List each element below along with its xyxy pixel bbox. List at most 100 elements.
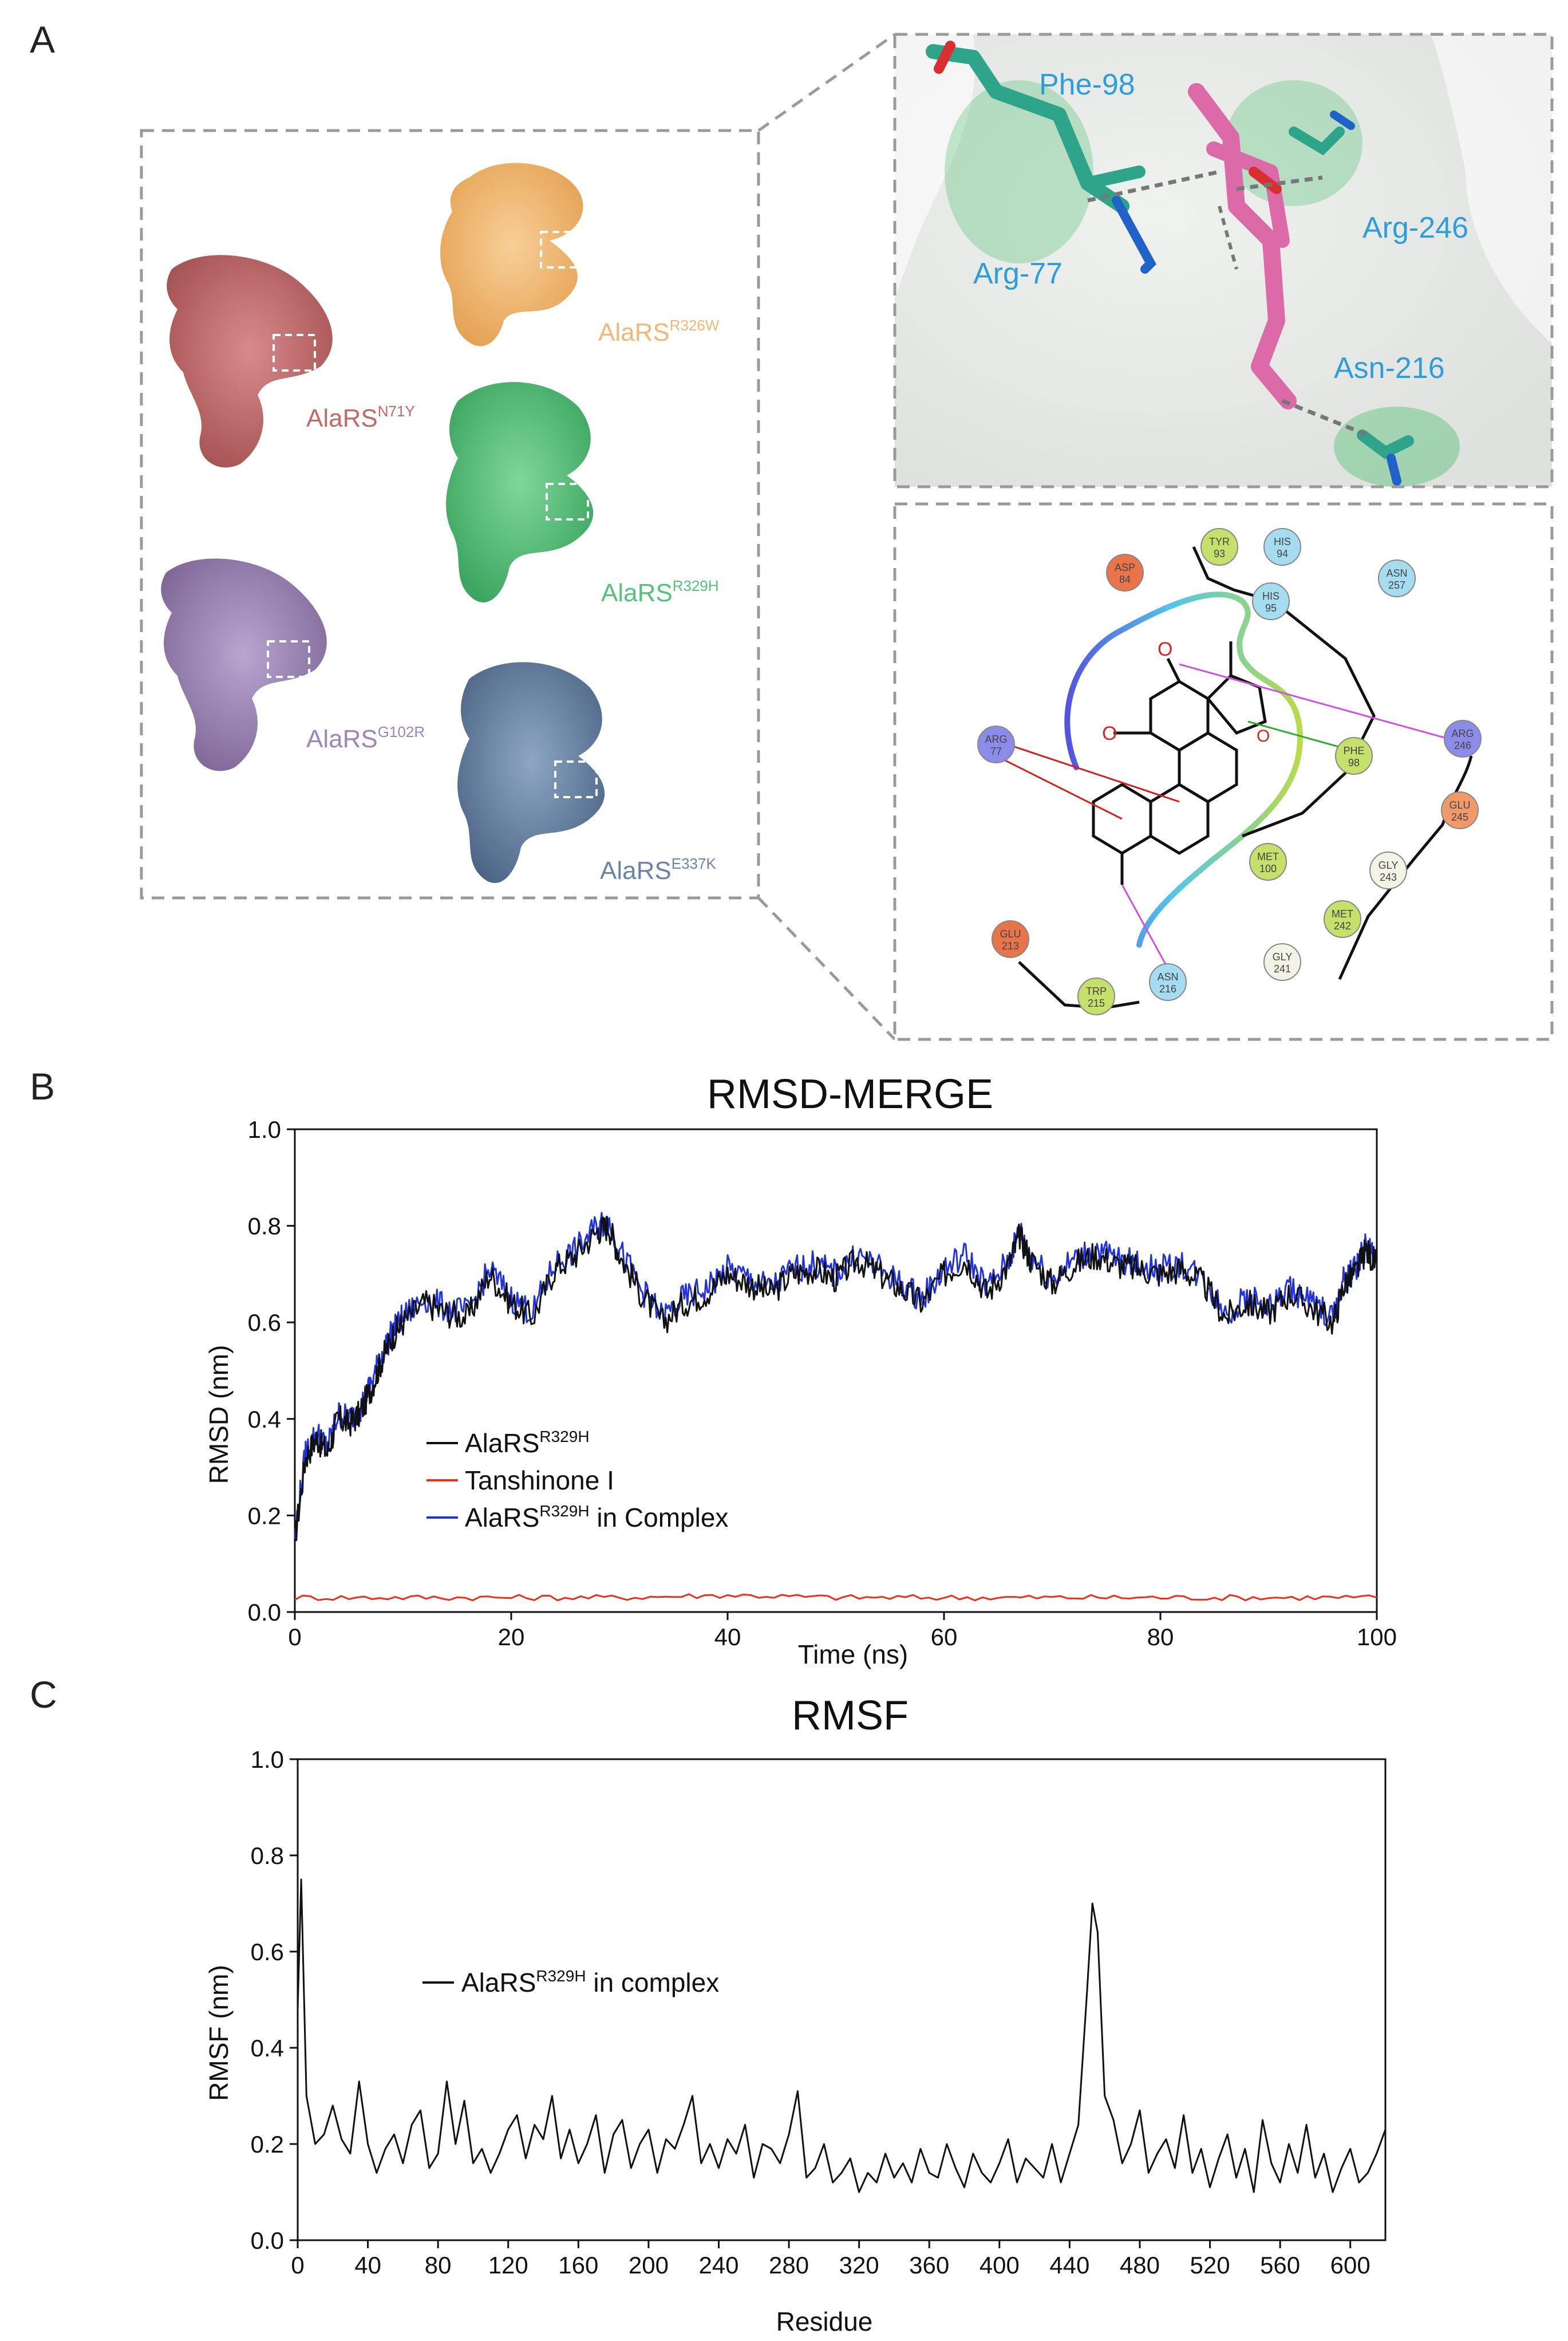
rmsf-chart-title: RMSF xyxy=(792,1693,909,1739)
label-structure-r329h: AlaRSR329H xyxy=(601,577,719,607)
residue-bubble-name: HIS xyxy=(1262,590,1279,602)
y-tick-label: 0.4 xyxy=(248,1406,281,1433)
residue-bubble-name: ASP xyxy=(1115,562,1135,573)
residue-bubble-number: 93 xyxy=(1214,548,1225,559)
residue-bubble-name: GLY xyxy=(1379,860,1399,871)
protein-structure-e337k xyxy=(457,662,605,883)
residue-label-phe98: Phe-98 xyxy=(1039,68,1135,101)
y-tick-label: 1.0 xyxy=(248,1116,281,1143)
residue-bubble-number: 98 xyxy=(1348,757,1360,768)
residue-bubble-name: GLU xyxy=(1000,928,1021,940)
x-tick-label: 400 xyxy=(979,2252,1020,2279)
docking-3d-view xyxy=(895,34,1552,487)
protein-structure-g102r xyxy=(161,558,327,771)
legend-entry-tanshinone: Tanshinone I xyxy=(465,1465,614,1495)
plot-frame xyxy=(297,1758,1387,2241)
atom-o-2: O xyxy=(1158,639,1172,660)
y-tick-label: 0.2 xyxy=(248,1502,281,1529)
zoom-line-top xyxy=(757,33,896,132)
panel-label-a: A xyxy=(30,18,55,61)
residue-bubble-number: 100 xyxy=(1259,863,1277,874)
y-tick-label: 1.0 xyxy=(251,1746,284,1773)
x-tick-label: 520 xyxy=(1190,2252,1230,2279)
residue-bubble-name: MET xyxy=(1332,908,1353,920)
residue-bubble-name: ARG xyxy=(1451,728,1474,739)
y-tick-label: 0.4 xyxy=(251,2035,284,2062)
x-tick-label: 160 xyxy=(558,2252,598,2279)
x-tick-label: 60 xyxy=(931,1623,958,1650)
x-tick-label: 80 xyxy=(1147,1623,1174,1650)
residue-bubble-number: 246 xyxy=(1454,740,1471,751)
residue-bubble-number: 257 xyxy=(1388,580,1405,591)
panel-label-b: B xyxy=(30,1065,55,1108)
residue-bubble-name: GLY xyxy=(1273,951,1293,963)
label-structure-g102r: AlaRSG102R xyxy=(306,723,425,753)
x-tick-label: 320 xyxy=(839,2252,879,2279)
y-tick-label: 0.0 xyxy=(251,2227,284,2254)
x-tick-label: 40 xyxy=(714,1623,741,1650)
rmsd-x-axis-label: Time (ns) xyxy=(798,1640,909,1669)
residue-label-arg246: Arg-246 xyxy=(1362,211,1468,245)
x-tick-label: 480 xyxy=(1120,2252,1160,2279)
legend-entry-complex: AlaRSR329H in Complex xyxy=(465,1502,728,1532)
x-tick-label: 440 xyxy=(1049,2252,1089,2279)
atom-o-1: O xyxy=(1102,723,1117,744)
panel-label-c: C xyxy=(30,1673,57,1716)
rmsf-chart: 0 40 80 120 160 200 240 280 320 360 400 440 480 520 56… xyxy=(251,1746,1387,2279)
residue-bubble-number: 77 xyxy=(990,746,1002,757)
residue-bubble-number: 216 xyxy=(1159,983,1176,995)
residue-label-arg77: Arg-77 xyxy=(973,257,1063,290)
y-tick-label: 0.2 xyxy=(251,2131,284,2158)
structures-frame xyxy=(140,129,760,900)
rmsf-y-axis-label: RMSF (nm) xyxy=(204,1965,234,2101)
x-tick-label: 80 xyxy=(425,2252,452,2279)
x-tick-label: 200 xyxy=(629,2252,669,2279)
x-tick-label: 240 xyxy=(698,2252,738,2279)
series-line-0 xyxy=(297,1878,1387,2193)
residue-bubble-number: 245 xyxy=(1451,811,1468,823)
series-line-0 xyxy=(294,1216,1378,1542)
rmsd-chart: 0 20 40 60 80 100 0.0 0.2 0.4 0.6 0.8 1.0 xyxy=(248,1116,1397,1650)
y-tick-label: 0.8 xyxy=(251,1842,284,1869)
series-line-1 xyxy=(294,1593,1377,1602)
residue-bubble-number: 215 xyxy=(1088,998,1105,1009)
residue-bubble-name: GLU xyxy=(1449,799,1470,811)
label-structure-e337k: AlaRSE337K xyxy=(600,855,716,885)
x-tick-label: 0 xyxy=(288,1623,301,1650)
residue-bubble-name: ASN xyxy=(1157,971,1178,983)
label-structure-r326w: AlaRSR326W xyxy=(598,317,720,346)
residue-bubble-name: ASN xyxy=(1386,567,1407,579)
y-tick-label: 0.0 xyxy=(248,1599,281,1626)
rmsf-x-axis-label: Residue xyxy=(776,2307,873,2336)
residue-bubble-number: 243 xyxy=(1380,872,1397,883)
residue-bubble-number: 213 xyxy=(1002,940,1019,952)
legend-entry-rmsf: AlaRSR329H in complex xyxy=(461,1967,719,1997)
x-tick-label: 0 xyxy=(291,2252,304,2279)
y-tick-label: 0.8 xyxy=(248,1213,281,1240)
residue-bubble-number: 94 xyxy=(1277,548,1288,559)
protein-structure-r329h xyxy=(446,382,594,602)
protein-structure-n71y xyxy=(167,255,333,468)
y-tick-label: 0.6 xyxy=(248,1309,281,1336)
residue-bubble-name: HIS xyxy=(1274,536,1291,547)
rmsd-y-axis-label: RMSD (nm) xyxy=(204,1345,234,1484)
x-tick-label: 560 xyxy=(1260,2252,1300,2279)
residue-bubble-name: MET xyxy=(1257,851,1279,862)
x-tick-label: 360 xyxy=(909,2252,949,2279)
